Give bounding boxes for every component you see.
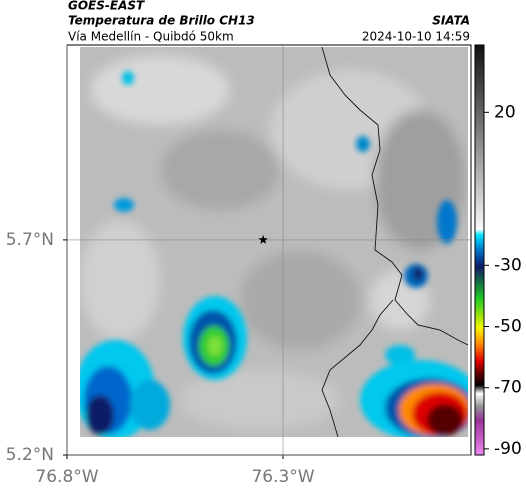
subtitle: Temperatura de Brillo CH13: [68, 14, 255, 28]
title: GOES-EAST: [68, 0, 145, 13]
timestamp: 2024-10-10 14:59: [362, 30, 470, 44]
location-marker: [258, 234, 268, 244]
colorbar: [474, 44, 485, 456]
x-tick-label: 76.8°W: [35, 467, 98, 487]
colorbar-tick-label: -70: [494, 378, 522, 398]
y-tick-label: 5.7°N: [6, 230, 54, 250]
colorbar-tick-label: -50: [494, 316, 522, 336]
x-tick-label: 76.3°W: [251, 467, 314, 487]
source: SIATA: [432, 14, 470, 28]
colorbar-tick-label: 20: [494, 102, 516, 122]
satellite-image: [80, 47, 468, 437]
colorbar-tick-label: -30: [494, 255, 522, 275]
colorbar-tick-label: -90: [494, 439, 522, 459]
route: Vía Medellín - Quibdó 50km: [68, 30, 234, 44]
y-tick-label: 5.2°N: [6, 445, 54, 465]
